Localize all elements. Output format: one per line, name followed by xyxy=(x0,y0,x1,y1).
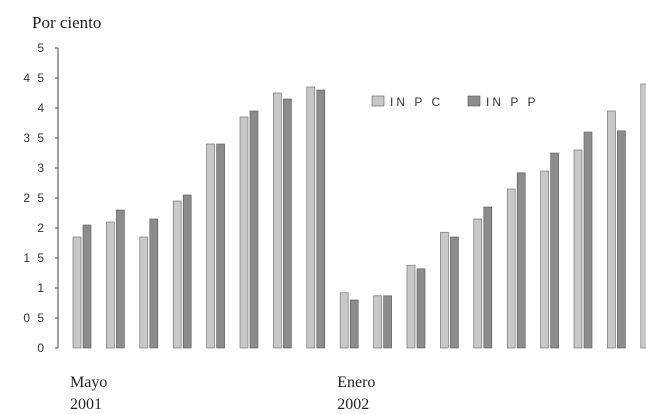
bar-inpp xyxy=(349,299,359,349)
bars xyxy=(72,83,646,349)
bar-inpp xyxy=(483,206,493,349)
bar-inpc xyxy=(273,92,282,349)
bar-inpp xyxy=(116,209,125,349)
bar-inpc xyxy=(172,200,182,349)
y-tick-label: 3 5 xyxy=(23,131,46,145)
bar-inpp xyxy=(516,172,526,349)
bar-inpc xyxy=(139,236,149,349)
bar-inpc xyxy=(373,295,382,349)
legend-swatch xyxy=(371,95,385,107)
bar-inpc xyxy=(440,231,449,349)
bar-inpc xyxy=(206,143,215,349)
bar-inpp xyxy=(216,143,225,349)
bar-inpp xyxy=(249,110,259,349)
x-group-label-year: 2002 xyxy=(337,396,369,413)
legend: IN P C IN P P xyxy=(371,95,538,109)
bar-inpp xyxy=(550,152,559,349)
bar-inpp xyxy=(617,130,626,349)
bar-inpc xyxy=(540,170,549,349)
y-tick-label: 1 xyxy=(37,281,46,295)
bar-inpc xyxy=(339,292,349,349)
y-tick-label: 2 xyxy=(37,221,46,235)
bar-inpc xyxy=(72,236,82,349)
y-tick-label: 3 xyxy=(37,161,46,175)
bar-inpc xyxy=(106,221,115,349)
bar-inpc xyxy=(473,218,483,349)
legend-label: IN P P xyxy=(486,95,538,109)
y-tick-label: 0 xyxy=(37,341,46,355)
y-axis-title: Por ciento xyxy=(32,13,101,32)
y-tick-label: 4 xyxy=(37,101,46,115)
bar-inpp xyxy=(149,218,159,349)
bar-inpp xyxy=(583,131,593,349)
y-tick-label: 0 5 xyxy=(23,311,46,325)
bar-inpc xyxy=(406,264,416,349)
bar-inpc xyxy=(239,116,249,349)
bar-inpp xyxy=(316,89,326,349)
bar-inpp xyxy=(82,224,92,349)
bar-inpc xyxy=(506,188,516,349)
x-group-label-month: Enero xyxy=(337,374,375,391)
bar-inpp xyxy=(450,236,459,349)
y-tick-label: 1 5 xyxy=(23,251,46,265)
bar-inpc xyxy=(306,86,316,349)
bar-inpc xyxy=(573,149,583,349)
x-axis-group-labels: Mayo 2001 Enero 2002 xyxy=(70,374,375,413)
bar-inpp xyxy=(283,98,292,349)
y-tick-label: 2 5 xyxy=(23,191,46,205)
bar-inpp xyxy=(182,194,192,349)
x-group-label-year: 2001 xyxy=(70,396,102,413)
bar-inpc xyxy=(640,83,646,349)
bar-inpp xyxy=(416,268,426,349)
y-tick-label: 5 xyxy=(37,41,46,55)
bar-inpc xyxy=(607,110,616,349)
y-tick-label: 4 5 xyxy=(23,71,46,85)
x-group-label-month: Mayo xyxy=(70,374,107,391)
bar-inpp xyxy=(383,295,392,349)
legend-swatch xyxy=(467,95,481,107)
y-axis: 0 0 5 1 1 5 2 2 5 3 3 5 4 4 5 5 xyxy=(23,41,59,355)
legend-label: IN P C xyxy=(390,95,443,109)
